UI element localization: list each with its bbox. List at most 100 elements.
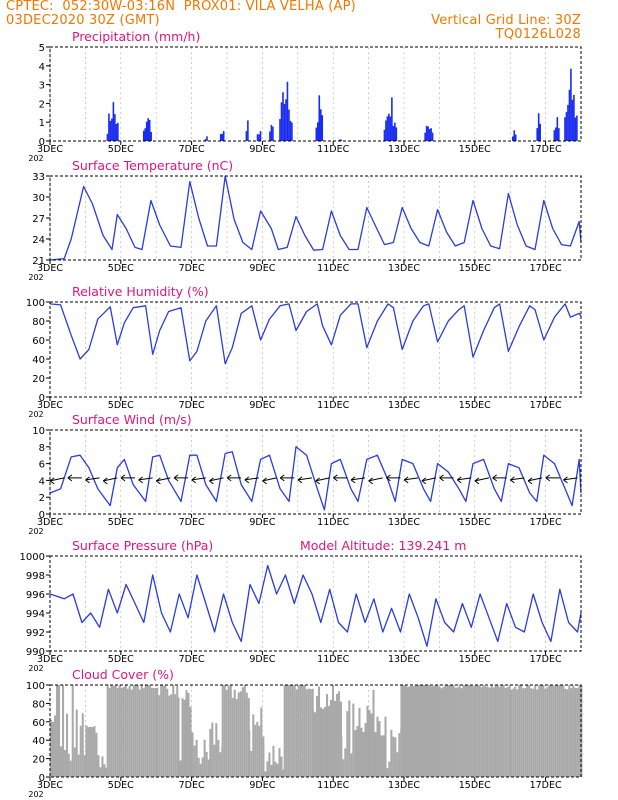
precip-bar bbox=[427, 126, 429, 141]
cloud-bar bbox=[348, 700, 351, 777]
cloud-bar bbox=[488, 687, 491, 777]
cloud-bar bbox=[325, 693, 329, 777]
x-tick-label: 5DEC bbox=[108, 780, 134, 791]
cloud-bar bbox=[522, 688, 525, 777]
series-line bbox=[49, 303, 582, 365]
x-tick-label: 17DEC bbox=[530, 400, 562, 411]
cloud-bar bbox=[572, 685, 575, 777]
cloud-bar bbox=[498, 686, 501, 777]
cloud-bar bbox=[344, 748, 347, 777]
cloud-bar bbox=[392, 736, 395, 777]
cloud-bar bbox=[215, 723, 218, 777]
precip-bar bbox=[283, 103, 286, 141]
precip-bar bbox=[206, 136, 208, 141]
x-tick-label: 13DEC bbox=[388, 780, 420, 791]
cloud-bar bbox=[245, 692, 248, 777]
cloud-bar bbox=[518, 685, 521, 777]
wind-arrowhead bbox=[297, 476, 303, 484]
wind-arrowhead bbox=[191, 476, 197, 484]
cloud-bar bbox=[416, 685, 419, 777]
cloud-bar bbox=[364, 723, 367, 777]
cloud-bar bbox=[50, 719, 53, 777]
cloud-bar bbox=[516, 689, 519, 777]
cloud-bar bbox=[295, 689, 298, 777]
cloud-bar bbox=[576, 687, 579, 777]
cloud-bar bbox=[490, 685, 493, 777]
precip-bar bbox=[564, 117, 566, 141]
precip-bar bbox=[258, 134, 260, 141]
cloud-bar bbox=[270, 764, 273, 777]
y-tick-label: 100 bbox=[26, 298, 45, 309]
cloud-bar bbox=[89, 726, 92, 777]
cloud-bar bbox=[542, 685, 545, 777]
cloud-bar bbox=[217, 739, 220, 777]
cloud-bar bbox=[120, 687, 123, 777]
year-label: 202 bbox=[28, 273, 43, 282]
cloud-bar bbox=[250, 750, 253, 777]
cloud-bar bbox=[85, 725, 88, 777]
cloud-bar bbox=[124, 685, 127, 777]
chart-header: CPTEC: 052:30W-03:16N PROX01: VILA VELHA… bbox=[0, 0, 618, 46]
x-tick-label: 3DEC bbox=[37, 780, 63, 791]
wind-arrowhead bbox=[421, 477, 427, 485]
x-tick-label: 3DEC bbox=[37, 144, 63, 155]
wind-arrowhead bbox=[262, 477, 267, 485]
cloud-bar bbox=[530, 688, 533, 777]
cloud-bar bbox=[166, 688, 169, 777]
cloud-bar bbox=[112, 685, 115, 777]
cloud-bar bbox=[146, 685, 149, 777]
cloud-bar bbox=[203, 739, 206, 777]
cloud-bar bbox=[560, 685, 563, 777]
cloud-bar bbox=[172, 685, 175, 777]
year-label: 202 bbox=[28, 410, 43, 419]
precip-bar bbox=[513, 130, 516, 141]
cloud-bar bbox=[243, 685, 246, 777]
precip-bar bbox=[222, 131, 225, 141]
cloud-bar bbox=[71, 685, 74, 777]
panel-title: Surface Temperature (nC) bbox=[72, 158, 233, 173]
plot-frame bbox=[49, 301, 582, 398]
x-tick-label: 11DEC bbox=[317, 400, 349, 411]
cloud-bar bbox=[548, 685, 551, 777]
cloud-bar bbox=[58, 685, 61, 777]
cloud-bar bbox=[446, 685, 449, 777]
precip-bar bbox=[555, 127, 557, 141]
cloud-bar bbox=[510, 689, 513, 777]
cloud-bar bbox=[360, 727, 363, 777]
cloud-bar bbox=[317, 686, 321, 777]
wind-arrowhead bbox=[510, 476, 515, 484]
wind-arrowhead bbox=[209, 477, 214, 485]
precip-bar bbox=[115, 123, 118, 141]
cloud-bar bbox=[386, 768, 389, 777]
cloud-bar bbox=[524, 688, 527, 777]
cloud-bar bbox=[436, 685, 439, 777]
cloud-bar bbox=[199, 763, 202, 777]
wind-arrowhead bbox=[403, 476, 409, 484]
cloud-bar bbox=[438, 686, 441, 777]
x-tick-label: 7DEC bbox=[179, 780, 205, 791]
cloud-bar bbox=[574, 687, 577, 777]
cloud-bar bbox=[472, 686, 475, 777]
cloud-bar bbox=[154, 688, 157, 777]
cloud-bar bbox=[110, 685, 113, 777]
cloud-bar bbox=[307, 688, 310, 777]
cloud-bar bbox=[468, 685, 471, 777]
cloud-bar bbox=[291, 685, 294, 777]
precip-bar bbox=[112, 102, 115, 141]
precip-bar bbox=[145, 121, 148, 141]
cloud-bar bbox=[578, 685, 581, 777]
x-tick-label: 17DEC bbox=[530, 780, 562, 791]
x-tick-label: 11DEC bbox=[317, 780, 349, 791]
x-tick-label: 11DEC bbox=[317, 517, 349, 528]
cloud-bar bbox=[91, 727, 94, 777]
wind-arrow bbox=[244, 477, 259, 481]
x-tick-label: 15DEC bbox=[459, 400, 491, 411]
wind-arrow bbox=[368, 477, 383, 482]
cloud-bar bbox=[444, 685, 447, 777]
cloud-bar bbox=[442, 686, 445, 777]
vertical-grid-note: Vertical Grid Line: 30Z bbox=[431, 13, 581, 28]
precip-bar bbox=[431, 132, 434, 141]
series-line bbox=[49, 564, 582, 647]
precip-bar bbox=[204, 139, 207, 141]
wind-arrow bbox=[209, 477, 224, 482]
